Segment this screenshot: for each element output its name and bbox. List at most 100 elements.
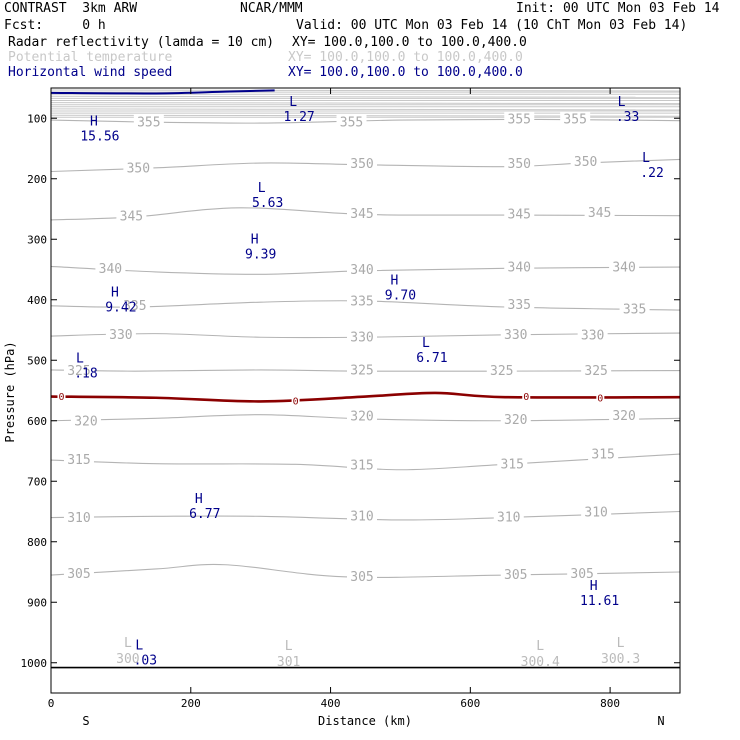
theta-label-bg <box>119 297 150 312</box>
theta-label: 310 <box>350 509 373 524</box>
y-tick-label: 800 <box>27 536 47 549</box>
wind-extreme-marker: L <box>135 638 143 653</box>
y-tick-label: 700 <box>27 475 47 488</box>
theta-label-bg <box>347 329 378 344</box>
x-tick-label: 200 <box>181 697 201 710</box>
theta-line-320 <box>50 414 681 422</box>
theta-label-bg <box>504 259 535 274</box>
theta-label: 340 <box>508 261 531 276</box>
wind-extreme-value: 9.39 <box>245 247 276 262</box>
theta-label: 310 <box>584 506 607 521</box>
theta-extreme-marker: L <box>617 636 625 651</box>
y-tick-label: 100 <box>27 112 47 125</box>
x-tick-label: 0 <box>48 697 55 710</box>
theta-label-bg <box>63 363 94 378</box>
forecast-hour: Fcst: 0 h <box>4 18 106 33</box>
y-tick-label: 600 <box>27 415 47 428</box>
field-reflectivity-name: Radar reflectivity (lamda = 10 cm) <box>8 35 275 50</box>
theta-label: 350 <box>508 157 531 172</box>
theta-label: 335 <box>623 302 646 317</box>
south-endpoint: S <box>82 714 89 728</box>
theta-label: 350 <box>350 157 373 172</box>
reflectivity-label-bg <box>596 392 605 403</box>
wind-extreme-value: 6.77 <box>189 507 220 522</box>
wind-extreme-marker: L <box>76 352 84 367</box>
theta-label: 345 <box>120 209 143 224</box>
wind-extreme-value: .18 <box>74 367 97 382</box>
north-endpoint: N <box>657 714 664 728</box>
x-tick-label: 400 <box>321 697 341 710</box>
reflectivity-label-bg <box>57 391 66 402</box>
field-theta-xy: XY= 100.0,100.0 to 100.0,400.0 <box>288 50 523 65</box>
theta-band-line <box>50 108 681 111</box>
y-tick-label: 500 <box>27 354 47 367</box>
field-wind-xy: XY= 100.0,100.0 to 100.0,400.0 <box>288 65 523 80</box>
theta-label-bg <box>570 153 601 168</box>
theta-label-bg <box>560 111 591 126</box>
theta-label-bg <box>133 114 164 129</box>
theta-label: 315 <box>67 453 90 468</box>
theta-label-bg <box>581 504 612 519</box>
reflectivity-label: 0 <box>523 392 529 403</box>
theta-label: 305 <box>350 570 373 585</box>
theta-label-bg <box>577 327 608 342</box>
field-theta-name: Potential temperature <box>8 50 173 65</box>
theta-label-bg <box>347 156 378 171</box>
theta-label: 325 <box>490 364 513 379</box>
wind-extreme-value: 5.63 <box>252 196 283 211</box>
theta-label: 310 <box>497 511 520 526</box>
theta-label-bg <box>504 206 535 221</box>
wind-speed-labels: H15.56L1.27L.33L.22L5.63H9.39H9.70H9.42L… <box>50 89 664 668</box>
theta-label: 310 <box>67 511 90 526</box>
theta-label: 355 <box>563 112 586 127</box>
theta-label-bg <box>347 408 378 423</box>
wind-extreme-marker: H <box>251 232 259 247</box>
y-tick-label: 200 <box>27 173 47 186</box>
theta-band-line <box>50 102 681 105</box>
theta-label: 340 <box>612 261 635 276</box>
theta-label-bg <box>70 413 101 428</box>
theta-label: 320 <box>612 409 635 424</box>
x-axis-label: Distance (km) <box>318 714 412 728</box>
theta-label: 320 <box>350 410 373 425</box>
theta-band-line <box>50 95 681 98</box>
theta-label-bg <box>347 205 378 220</box>
theta-label: 325 <box>350 364 373 379</box>
wind-extreme-marker: H <box>391 274 399 289</box>
y-tick-label: 900 <box>27 596 47 609</box>
wind-extreme-marker: L <box>422 336 430 351</box>
theta-label-bg <box>347 457 378 472</box>
reflectivity-label: 0 <box>597 393 603 404</box>
theta-label: 340 <box>99 262 122 277</box>
theta-label: 330 <box>504 328 527 343</box>
wind-extreme-value: 1.27 <box>283 110 314 125</box>
theta-label-bg <box>63 565 94 580</box>
theta-label: 305 <box>570 567 593 582</box>
wind-extreme-value: 15.56 <box>80 130 119 145</box>
theta-label-bg <box>500 326 531 341</box>
wind-extreme-marker: L <box>642 151 650 166</box>
axes: 100 200 300 400 500 600 700 800 900 1000 0 200 400 60… <box>21 87 681 710</box>
y-tick-label: 400 <box>27 294 47 307</box>
theta-label-bg <box>588 446 619 461</box>
theta-label-bg <box>63 510 94 525</box>
valid-time: Valid: 00 UTC Mon 03 Feb 14 (10 ChT Mon … <box>296 18 688 33</box>
theta-label-bg <box>347 293 378 308</box>
theta-label-bg <box>497 456 528 471</box>
theta-label-bg <box>347 508 378 523</box>
theta-label-bg <box>504 111 535 126</box>
wind-extreme-marker: H <box>590 579 598 594</box>
theta-label: 305 <box>504 568 527 583</box>
theta-label-bg <box>619 301 650 316</box>
theta-label: 345 <box>588 206 611 221</box>
theta-label: 325 <box>584 364 607 379</box>
wind-extreme-value: 11.61 <box>580 594 619 609</box>
reflectivity-label-bg <box>291 395 300 406</box>
theta-label: 320 <box>74 414 97 429</box>
wind-extreme-marker: H <box>111 286 119 301</box>
wind-extreme-value: .22 <box>640 166 663 181</box>
theta-label: 320 <box>504 413 527 428</box>
theta-label: 330 <box>350 330 373 345</box>
field-reflectivity-xy: XY= 100.0,100.0 to 100.0,400.0 <box>292 35 527 50</box>
